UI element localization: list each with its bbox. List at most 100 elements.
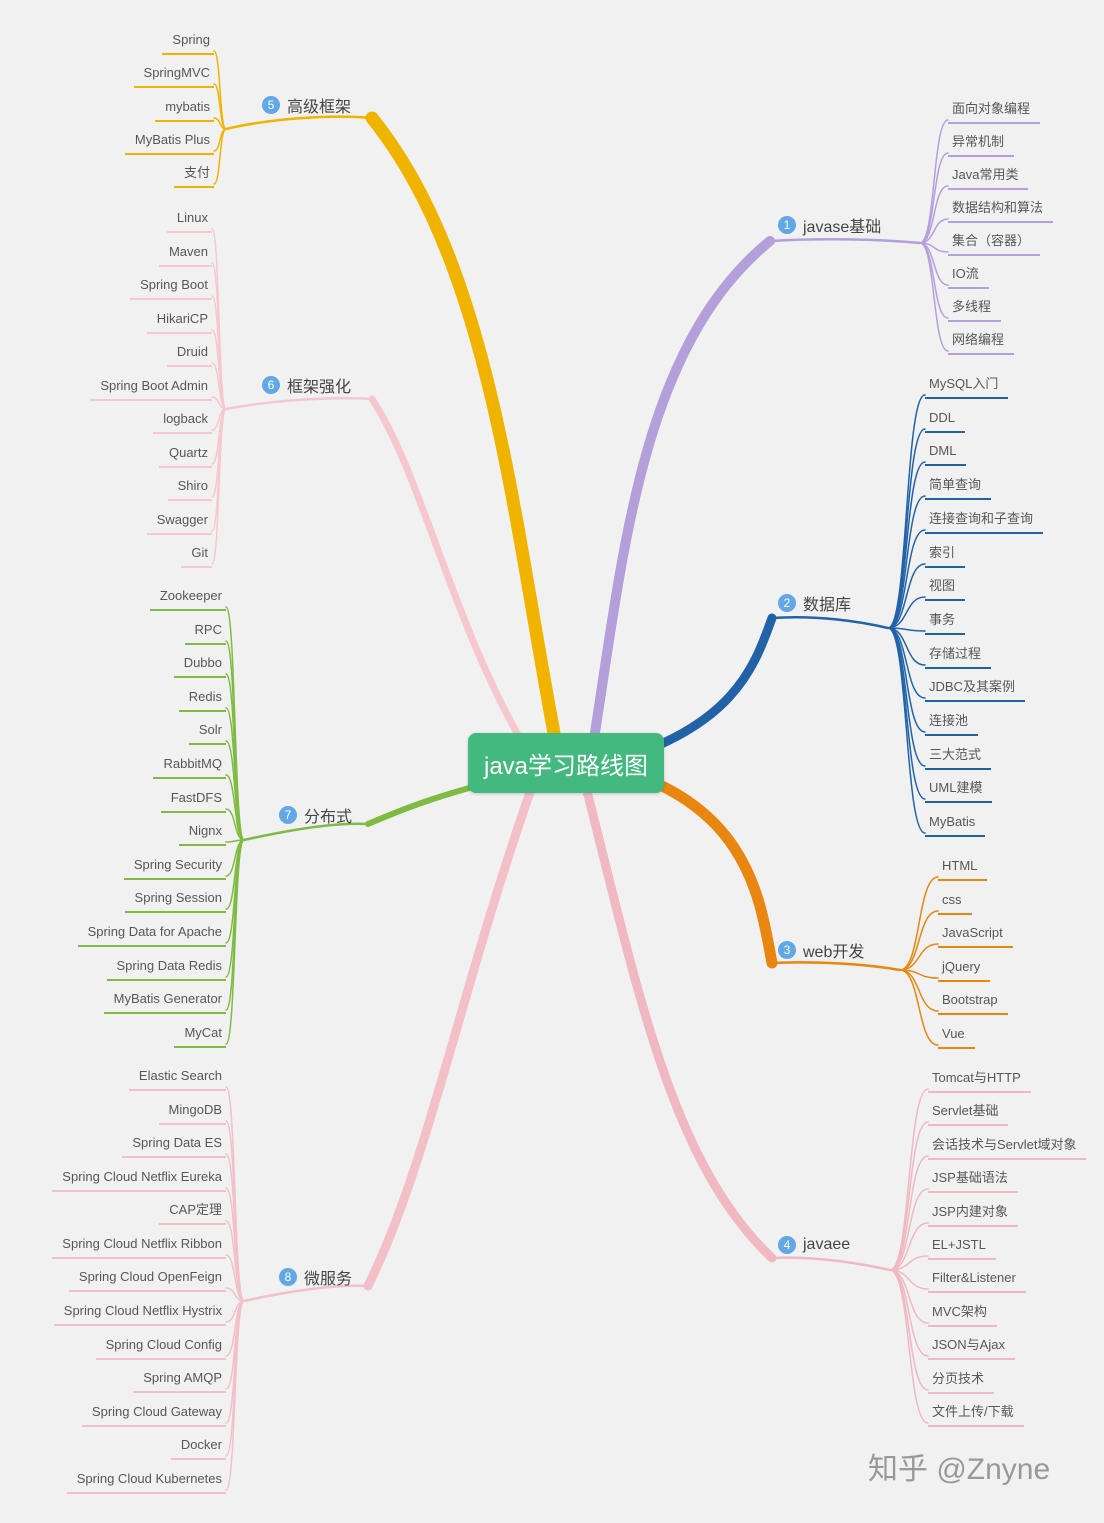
branch-node-6: 6 框架强化 [262,373,351,397]
branch-node-4: 4 javaee [778,1233,850,1257]
leaf-connector [889,1121,929,1271]
leaf-node: Spring Cloud Gateway [81,1402,226,1427]
leaf-node: 连接查询和子查询 [925,509,1044,534]
branch-curve [363,759,545,1291]
leaf-node: 文件上传/下载 [928,1402,1024,1427]
leaf-node: DDL [925,408,966,433]
branch-label-line [770,961,902,972]
center-node: java学习路线图 [468,733,664,793]
leaf-node: 多线程 [948,297,1002,322]
leaf-connector [887,627,926,834]
branch-number-badge: 6 [262,376,280,394]
leaf-connector [887,495,926,629]
leaf-connector [213,128,227,185]
leaf-connector [887,529,926,629]
leaf-node: 简单查询 [925,475,992,500]
leaf-connector [225,839,245,1045]
leaf-node: Solr [188,720,226,745]
leaf-node: MyBatis Plus [124,130,214,155]
branch-node-3: 3 web开发 [778,938,864,962]
branch-node-1: 1 javase基础 [778,213,881,237]
leaf-node: JSP内建对象 [928,1202,1018,1227]
leaf-node: 索引 [925,543,966,568]
leaf-node: Spring Boot Admin [90,376,212,401]
leaf-node: Maven [158,242,212,267]
leaf-node: 存储过程 [925,644,992,669]
branch-curve [585,236,775,769]
leaf-node: FastDFS [160,788,226,813]
leaf-connector [887,596,926,629]
leaf-node: EL+JSTL [928,1235,996,1260]
leaf-connector [887,394,926,629]
leaf-connector [919,242,949,352]
leaf-node: Nignx [178,821,226,846]
leaf-connector [919,119,949,244]
leaf-node: JDBC及其案例 [925,677,1025,702]
leaf-connector [899,969,939,1012]
leaf-node: 数据结构和算法 [948,198,1054,223]
branch-number-badge: 1 [778,216,796,234]
leaf-node: mybatis [155,97,214,122]
leaf-node: Docker [170,1435,226,1460]
leaf-connector [899,876,939,971]
leaf-connector [887,627,926,767]
leaf-node: Spring Boot [130,275,212,300]
branch-label-line [242,1284,370,1303]
leaf-connector [899,969,939,1046]
branch-curve [365,111,567,771]
branch-label-line [224,115,374,131]
leaf-node: Redis [178,687,226,712]
leaf-node: Vue [938,1024,975,1049]
branch-number-badge: 2 [778,594,796,612]
leaf-node: jQuery [938,957,991,982]
leaf-connector [225,808,245,841]
leaf-connector [887,627,926,699]
leaf-node: logback [153,409,212,434]
leaf-node: Spring Data Redis [106,956,226,981]
leaf-node: SpringMVC [133,63,214,88]
leaf-node: 三大范式 [925,745,992,770]
leaf-node: Zookeeper [149,586,226,611]
branch-curve [368,395,539,768]
branch-number-badge: 4 [778,1236,796,1254]
leaf-node: 视图 [925,576,966,601]
leaf-connector [919,152,949,244]
leaf-node: Quartz [158,443,212,468]
leaf-node: css [938,890,972,915]
leaf-connector [889,1188,929,1271]
leaf-node: JSP基础语法 [928,1168,1018,1193]
branch-label: web开发 [803,944,865,961]
branch-label: 数据库 [803,597,852,614]
leaf-connector [889,1222,929,1271]
leaf-node: UML建模 [925,778,993,803]
leaf-connector [213,50,227,130]
leaf-node: Tomcat与HTTP [928,1068,1031,1093]
leaf-connector [899,943,939,971]
leaf-node: JavaScript [938,923,1013,948]
leaf-node: Linux [166,208,212,233]
leaf-node: MyBatis Generator [103,989,226,1014]
branch-number-badge: 3 [778,941,796,959]
branch-number-badge: 7 [279,806,297,824]
leaf-node: 网络编程 [948,330,1015,355]
leaf-connector [889,1155,929,1271]
leaf-node: Spring Data ES [122,1133,226,1158]
leaf-node: 连接池 [925,711,979,736]
leaf-connector [225,1254,245,1302]
branch-label-line [242,822,370,842]
leaf-node: Filter&Listener [928,1268,1026,1293]
leaf-node: Java常用类 [948,165,1029,190]
leaf-node: HTML [938,856,988,881]
leaf-connector [213,83,227,130]
leaf-node: RPC [184,620,226,645]
leaf-node: MyBatis [925,812,986,837]
leaf-connector [225,1086,245,1302]
leaf-connector [887,563,926,629]
leaf-node: RabbitMQ [153,754,226,779]
leaf-connector [211,408,227,565]
leaf-node: Spring Cloud Config [95,1335,226,1360]
leaf-node: MVC架构 [928,1302,997,1327]
leaf-node: Spring Session [124,888,226,913]
leaf-connector [919,242,949,319]
leaf-node: HikariCP [146,309,212,334]
